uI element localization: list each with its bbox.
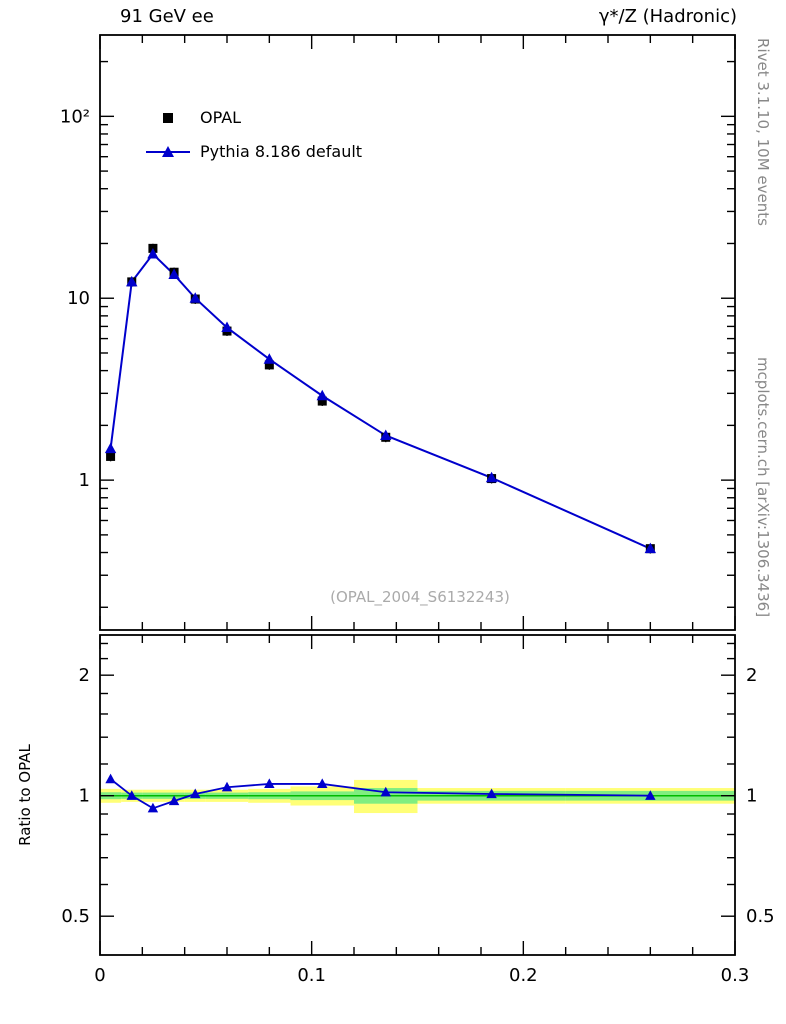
ratio-mc-triangle [317, 778, 328, 789]
ratio-tick-label-right: 2 [746, 665, 757, 686]
ratio-mc-triangle [126, 790, 137, 800]
ratio-mc-triangle [486, 788, 497, 799]
analysis-id-watermark: (OPAL_2004_S6132243) [330, 588, 510, 606]
x-axis-tick-label: 0.2 [509, 965, 538, 986]
mc-triangle-point [168, 268, 180, 280]
mcplots-arxiv-label: mcplots.cern.ch [arXiv:1306.3436] [754, 356, 772, 618]
opal-data-point [264, 360, 274, 370]
mc-triangle-point [485, 471, 498, 483]
opal-data-point [106, 451, 116, 461]
ratio-mc-triangle [147, 802, 159, 813]
legend-item-pythia: Pythia 8.186 default [146, 142, 362, 161]
legend: OPAL Pythia 8.186 default [146, 108, 362, 161]
mc-triangle-point [644, 542, 657, 554]
pythia-line-triangle-icon [146, 145, 190, 157]
opal-square-icon [163, 112, 173, 123]
mc-triangle-point [189, 292, 201, 303]
y-axis-tick-label: 1 [79, 470, 90, 491]
main-plot-frame [99, 34, 736, 631]
mc-triangle-point [380, 429, 392, 440]
ratio-mc-triangle [221, 781, 233, 792]
process-title: γ*/Z (Hadronic) [598, 6, 737, 27]
ratio-tick-label-left: 1 [79, 786, 90, 807]
legend-item-opal: OPAL [146, 108, 362, 127]
mc-triangle-point [126, 275, 138, 287]
mc-triangle-point [104, 442, 117, 454]
opal-data-point [317, 396, 327, 406]
beam-energy-title: 91 GeV ee [120, 6, 214, 27]
ratio-mc-triangle [105, 773, 116, 784]
x-axis-tick-label: 0.3 [721, 965, 750, 986]
mc-triangle-point [316, 389, 328, 401]
ratio-axis-label: Ratio to OPAL [16, 744, 34, 846]
mc-triangle-point [221, 321, 233, 333]
mc-triangle-point [263, 353, 276, 364]
y-axis-tick-label: 10 [67, 288, 90, 309]
ratio-tick-label-right: 1 [746, 786, 757, 807]
ratio-tick-label-left: 2 [79, 665, 90, 686]
ratio-mc-triangle [380, 786, 391, 797]
ratio-mc-triangle [645, 790, 656, 800]
rivet-version-label: Rivet 3.1.10, 10M events [754, 38, 772, 226]
ratio-tick-label-right: 0.5 [746, 906, 775, 927]
x-axis-tick-label: 0 [94, 965, 105, 986]
ratio-mc-triangle [168, 795, 180, 806]
legend-label-opal: OPAL [200, 108, 242, 127]
ratio-mc-triangle [264, 778, 275, 789]
mc-triangle-point [147, 248, 159, 259]
x-axis-tick-label: 0.1 [297, 965, 326, 986]
ratio-mc-triangle [190, 788, 201, 799]
ratio-tick-label-left: 0.5 [61, 906, 90, 927]
legend-label-pythia: Pythia 8.186 default [200, 142, 363, 161]
y-axis-tick-label: 10² [60, 106, 90, 127]
